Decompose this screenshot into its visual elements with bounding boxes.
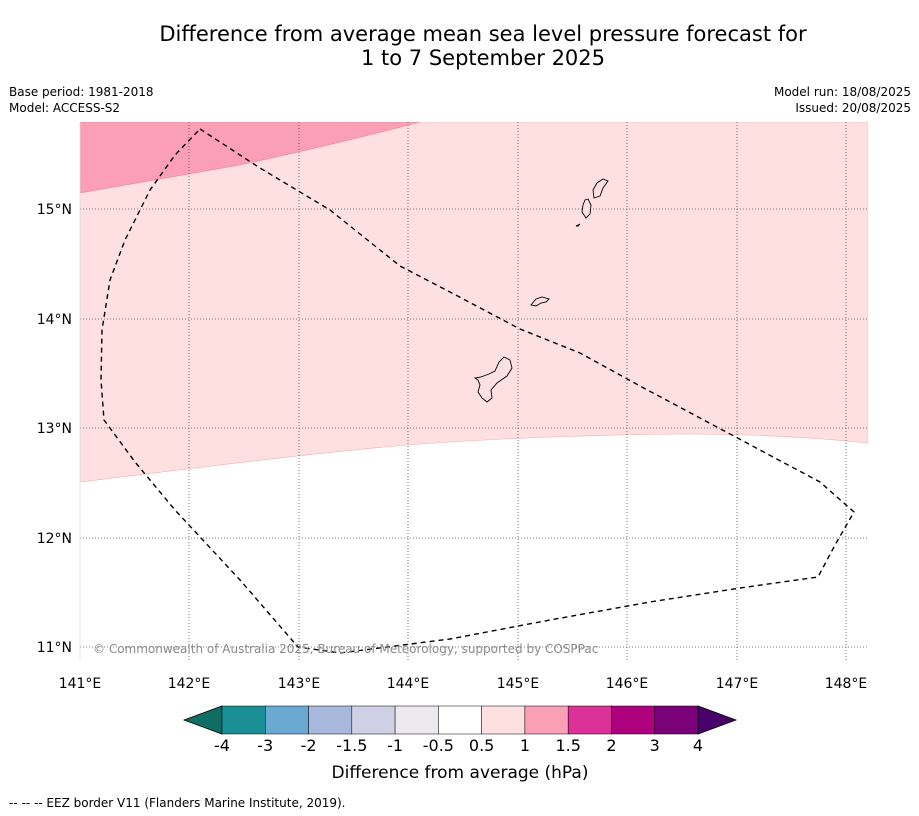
lat-label: 14°N bbox=[37, 312, 72, 328]
colorbar-box bbox=[567, 705, 612, 735]
colorbar bbox=[182, 705, 738, 735]
model-name: Model: ACCESS-S2 bbox=[9, 101, 121, 115]
island-tinian bbox=[581, 198, 592, 219]
island-aguijan bbox=[575, 223, 581, 227]
colorbar-tick-label: -1.5 bbox=[336, 736, 367, 755]
base-period: Base period: 1981-2018 bbox=[9, 85, 154, 99]
lat-label: 15°N bbox=[37, 202, 72, 218]
meta-right: Model run: 18/08/2025 Issued: 20/08/2025 bbox=[774, 84, 911, 116]
lon-label: 147°E bbox=[716, 676, 759, 692]
colorbar-box bbox=[438, 705, 482, 735]
lat-label: 13°N bbox=[37, 421, 72, 437]
colorbar-box bbox=[524, 705, 569, 735]
colorbar-box bbox=[654, 705, 699, 735]
eez-footnote: -- -- -- EEZ border V11 (Flanders Marine… bbox=[9, 796, 346, 810]
colorbar-box bbox=[351, 705, 396, 735]
title-line-2: 1 to 7 September 2025 bbox=[360, 46, 606, 70]
colorbar-tick-label: 0.5 bbox=[469, 736, 494, 755]
colorbar-tick-label: -4 bbox=[214, 736, 230, 755]
longitude-labels: 141°E 142°E 143°E 144°E 145°E 146°E 147°… bbox=[59, 676, 868, 692]
pressure-band-0.5-1 bbox=[80, 122, 868, 483]
colorbar-box bbox=[611, 705, 655, 735]
colorbar-title: Difference from average (hPa) bbox=[332, 763, 589, 783]
latitude-labels: 15°N 14°N 13°N 12°N 11°N bbox=[37, 202, 72, 656]
eez-border bbox=[100, 128, 855, 654]
colorbar-ticks: -4 -3 -2 -1.5 -1 -0.5 0.5 1 1.5 2 3 4 bbox=[214, 736, 703, 755]
island-rota bbox=[530, 296, 550, 307]
map-title: Difference from average mean sea level p… bbox=[100, 22, 866, 70]
lat-label: 12°N bbox=[37, 531, 72, 547]
lon-label: 144°E bbox=[387, 676, 430, 692]
colorbar-tick-label: 1.5 bbox=[555, 736, 580, 755]
issued-date: Issued: 20/08/2025 bbox=[795, 101, 911, 115]
island-saipan bbox=[592, 178, 609, 199]
lon-label: 145°E bbox=[497, 676, 540, 692]
colorbar-tick-label: -2 bbox=[301, 736, 317, 755]
colorbar-tick-label: -1 bbox=[387, 736, 403, 755]
lat-label: 11°N bbox=[37, 640, 72, 656]
colorbar-box bbox=[394, 705, 439, 735]
map-plot-area: © Commonwealth of Australia 2025, Bureau… bbox=[80, 122, 868, 660]
lon-label: 148°E bbox=[825, 676, 868, 692]
graticule bbox=[80, 122, 868, 660]
island-guam bbox=[473, 356, 513, 403]
lon-label: 141°E bbox=[59, 676, 102, 692]
islands bbox=[473, 178, 609, 403]
model-run: Model run: 18/08/2025 bbox=[773, 85, 911, 99]
meta-left: Base period: 1981-2018 Model: ACCESS-S2 bbox=[9, 84, 154, 116]
colorbar-tick-label: -3 bbox=[257, 736, 273, 755]
lon-label: 146°E bbox=[606, 676, 649, 692]
colorbar-tick-label: 1 bbox=[520, 736, 530, 755]
title-line-1: Difference from average mean sea level p… bbox=[159, 22, 807, 46]
colorbar-box bbox=[265, 705, 309, 735]
copyright-credit: © Commonwealth of Australia 2025, Bureau… bbox=[93, 642, 598, 656]
colorbar-extend-low bbox=[182, 705, 223, 735]
lon-label: 142°E bbox=[168, 676, 211, 692]
colorbar-tick-label: -0.5 bbox=[423, 736, 454, 755]
colorbar-box bbox=[221, 705, 266, 735]
colorbar-box bbox=[308, 705, 353, 735]
pressure-band-1-1.5 bbox=[80, 122, 421, 194]
colorbar-extend-high bbox=[697, 705, 738, 735]
colorbar-tick-label: 2 bbox=[606, 736, 616, 755]
colorbar-tick-label: 4 bbox=[693, 736, 703, 755]
lon-label: 143°E bbox=[278, 676, 321, 692]
colorbar-box bbox=[481, 705, 526, 735]
colorbar-tick-label: 3 bbox=[650, 736, 660, 755]
